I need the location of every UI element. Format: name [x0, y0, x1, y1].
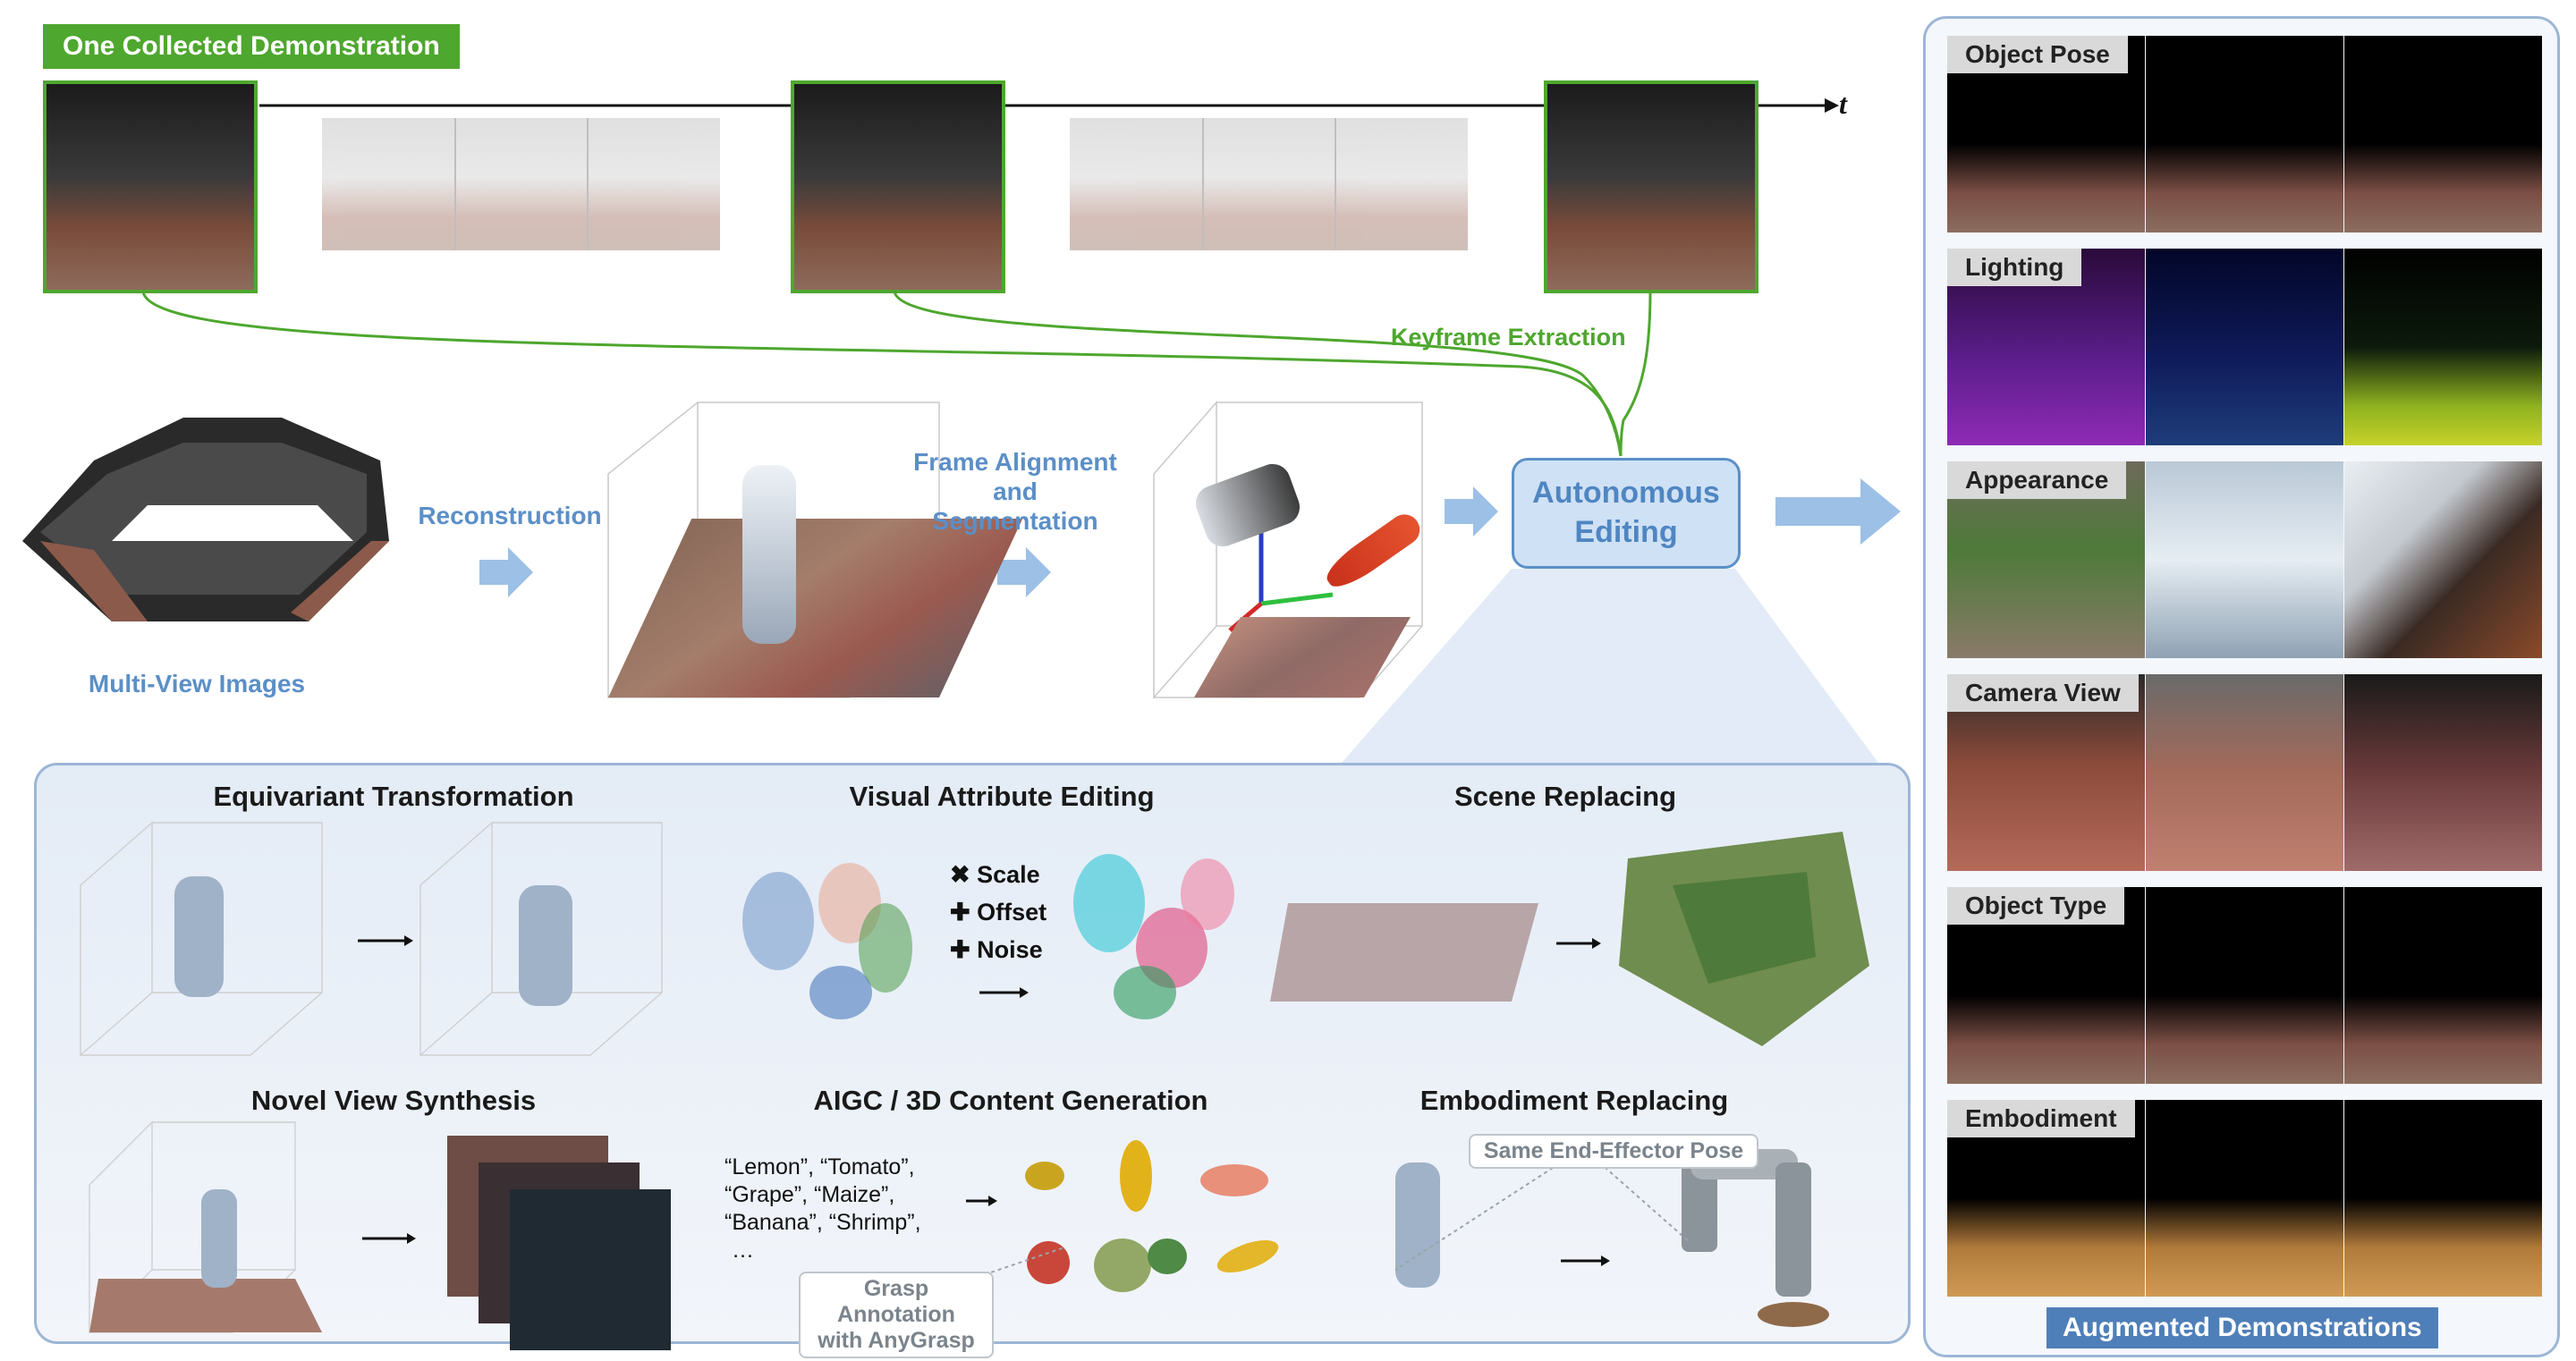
- novel-view-title: Novel View Synthesis: [250, 1085, 537, 1116]
- intermediate-frames-1: [322, 118, 720, 250]
- aigc-prompt-line1: “Lemon”, “Tomato”,: [724, 1154, 915, 1179]
- aug-row-lighting: Lighting: [1947, 249, 2542, 445]
- visual-attribute-title: Visual Attribute Editing: [849, 781, 1155, 812]
- reconstruction-label: Reconstruction: [418, 502, 602, 529]
- same-pose-box: Same End-Effector Pose: [1469, 1134, 1758, 1169]
- embodiment-replacing-title: Embodiment Replacing: [1419, 1085, 1729, 1116]
- aigc-title: AIGC / 3D Content Generation: [813, 1085, 1208, 1116]
- demo-label: One Collected Demonstration: [43, 24, 460, 69]
- editing-methods-panel: [34, 763, 1911, 1344]
- keyframe-2: [791, 80, 1005, 293]
- arrow-to-augmented: [1775, 478, 1901, 545]
- keyframe-curve-2: [893, 291, 1623, 457]
- aug-row-appearance: Appearance: [1947, 461, 2542, 658]
- intermediate-frames-2: [1070, 118, 1468, 250]
- timeline-arrowhead: [1825, 98, 1839, 113]
- aug-row-object-pose: Object Pose: [1947, 36, 2542, 232]
- aug-tag-object-pose: Object Pose: [1947, 36, 2128, 73]
- zoom-cone: [1342, 569, 1878, 763]
- visual-op-offset: ✚ Offset: [950, 899, 1047, 926]
- aigc-prompt-line2: “Grape”, “Maize”,: [724, 1182, 895, 1207]
- augmented-footer-label: Augmented Demonstrations: [2046, 1307, 2438, 1348]
- alignment-label-line1: Frame Alignment: [913, 448, 1117, 476]
- keyframe-curve-3: [1619, 291, 1652, 457]
- alignment-label-line3: Segmentation: [932, 507, 1098, 535]
- aug-row-embodiment: Embodiment: [1947, 1100, 2542, 1297]
- alignment-label: Frame Alignment and Segmentation: [903, 447, 1127, 536]
- visual-op-scale: ✖ Scale: [950, 861, 1040, 888]
- keyframe-extraction-label: Keyframe Extraction: [1391, 324, 1626, 351]
- aug-tag-lighting: Lighting: [1947, 249, 2082, 286]
- time-symbol: t: [1839, 88, 1847, 120]
- grasp-line1: Grasp Annotation: [837, 1276, 955, 1327]
- keyframe-3: [1544, 80, 1758, 293]
- visual-op-noise: ✚ Noise: [950, 936, 1043, 963]
- scene-replacing-title: Scene Replacing: [1453, 781, 1677, 812]
- aug-tag-camera-view: Camera View: [1947, 674, 2139, 712]
- aug-tag-appearance: Appearance: [1947, 461, 2127, 499]
- aug-tag-embodiment: Embodiment: [1947, 1100, 2135, 1137]
- aug-tag-object-type: Object Type: [1947, 887, 2125, 925]
- keyframe-curve-1: [141, 291, 1623, 457]
- multiview-ring: [22, 418, 389, 621]
- aug-row-object-type: Object Type: [1947, 887, 2542, 1084]
- arrow-reconstruction: [479, 547, 533, 597]
- grasp-annotation-box: Grasp Annotation with AnyGrasp: [799, 1272, 994, 1358]
- autonomous-editing-box: Autonomous Editing: [1512, 458, 1741, 569]
- aigc-prompt-line4: …: [732, 1238, 754, 1263]
- axis-y: [1260, 592, 1334, 606]
- arrow-alignment: [997, 547, 1051, 597]
- arrow-to-editing: [1445, 486, 1498, 537]
- alignment-label-line2: and: [993, 478, 1038, 505]
- reconstruction-robot: [742, 465, 796, 644]
- aigc-prompt-line3: “Banana”, “Shrimp”,: [724, 1210, 921, 1235]
- editing-label-line1: Autonomous: [1532, 476, 1720, 510]
- aug-row-camera-view: Camera View: [1947, 674, 2542, 871]
- multiview-label: Multi-View Images: [88, 670, 306, 697]
- equivariant-title: Equivariant Transformation: [213, 781, 574, 812]
- editing-label-line2: Editing: [1574, 515, 1678, 549]
- grasp-line2: with AnyGrasp: [818, 1328, 975, 1353]
- keyframe-1: [43, 80, 258, 293]
